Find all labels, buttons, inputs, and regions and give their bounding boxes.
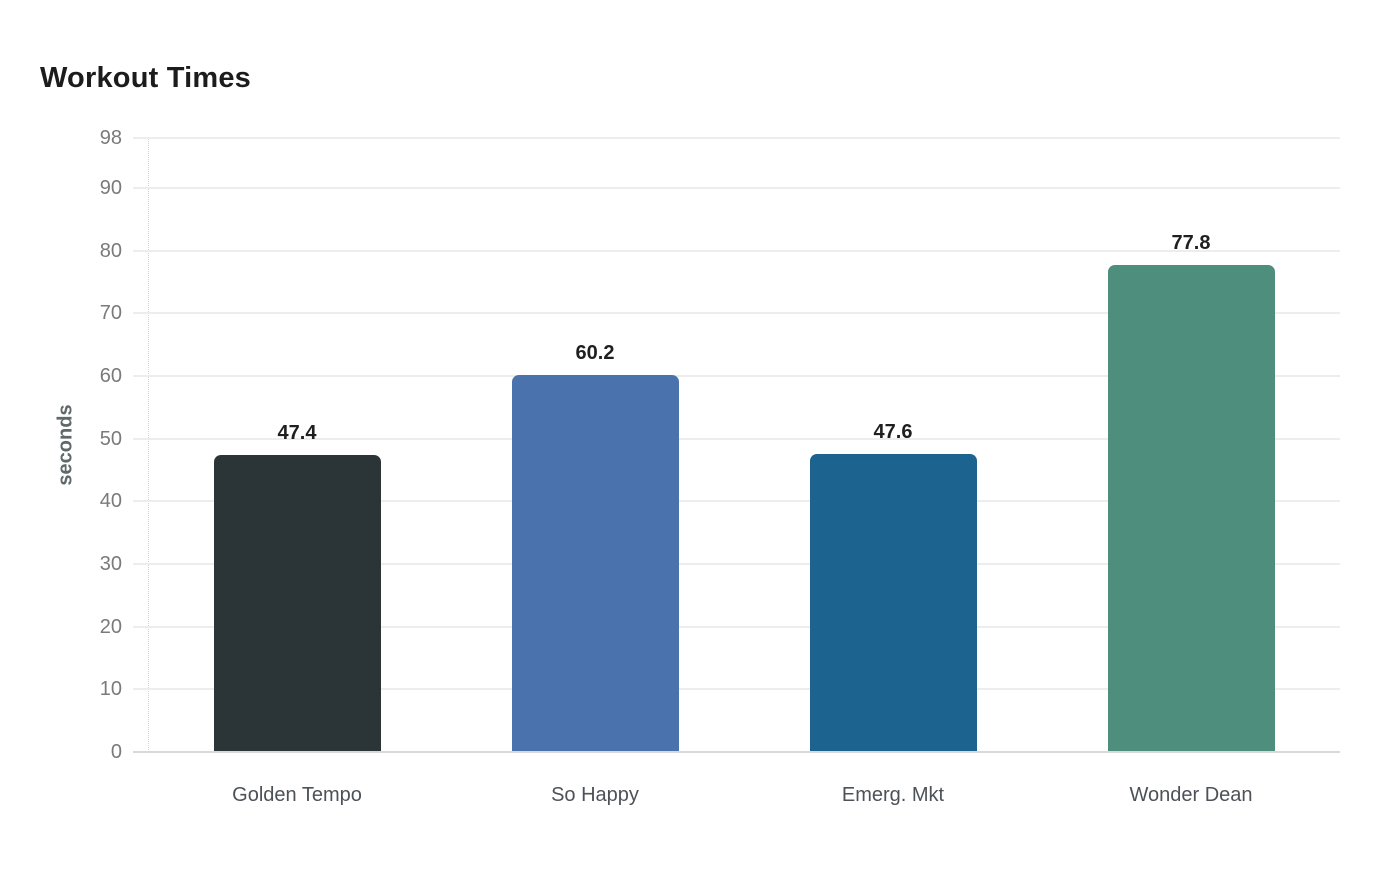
gridline bbox=[133, 500, 1340, 503]
gridline bbox=[133, 187, 1340, 190]
y-tick-label: 90 bbox=[99, 177, 122, 200]
y-axis-line bbox=[148, 138, 149, 752]
bar-value-label: 47.6 bbox=[873, 420, 913, 443]
y-tick-label: 0 bbox=[110, 741, 122, 763]
bar-wonder-dean bbox=[1107, 264, 1275, 752]
x-tick-label: So Happy bbox=[551, 784, 639, 806]
x-tick-label: Wonder Dean bbox=[1129, 784, 1253, 806]
y-tick-label: 40 bbox=[99, 490, 122, 513]
bar-value-label: 47.4 bbox=[277, 422, 317, 445]
gridline bbox=[133, 137, 1340, 139]
y-tick-label: 30 bbox=[99, 553, 122, 576]
y-tick-label: 50 bbox=[99, 427, 122, 450]
gridline bbox=[133, 688, 1340, 691]
bar-golden-tempo bbox=[213, 455, 381, 752]
plot-area: 0 10 20 30 40 50 60 70 80 90 98 47.4 Golden Tempo 60.… bbox=[100, 128, 1340, 805]
gridline bbox=[133, 312, 1340, 315]
bar-value-label: 60.2 bbox=[575, 341, 615, 364]
x-tick-label: Golden Tempo bbox=[232, 784, 362, 806]
gridline bbox=[133, 375, 1340, 378]
gridline bbox=[133, 625, 1340, 628]
y-tick-label: 10 bbox=[99, 678, 122, 701]
y-tick-label: 70 bbox=[99, 302, 122, 325]
bar-so-happy bbox=[511, 374, 679, 752]
x-axis-baseline bbox=[133, 751, 1340, 753]
y-tick-label: 20 bbox=[99, 615, 122, 638]
gridline bbox=[133, 563, 1340, 566]
gridline bbox=[133, 249, 1340, 252]
bar-emerg-mkt bbox=[809, 453, 977, 752]
bar-value-label: 77.8 bbox=[1171, 231, 1211, 254]
chart-title: Workout Times bbox=[40, 62, 252, 94]
y-tick-label: 60 bbox=[99, 365, 122, 388]
gridline bbox=[133, 437, 1340, 440]
y-tick-label: 98 bbox=[99, 127, 122, 149]
x-tick-label: Emerg. Mkt bbox=[841, 784, 945, 806]
y-tick-label: 80 bbox=[99, 239, 122, 262]
